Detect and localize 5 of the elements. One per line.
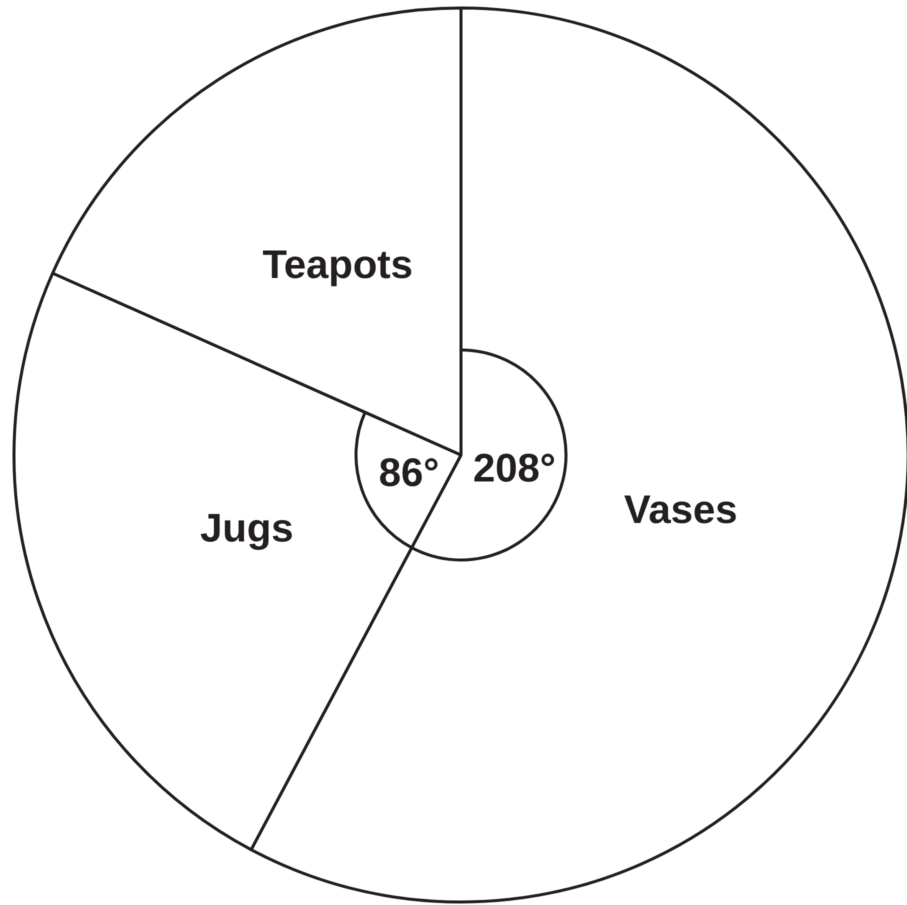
slice-label: Jugs xyxy=(200,506,294,551)
slice-label: Vases xyxy=(624,488,738,532)
data-label: 86° xyxy=(378,450,440,495)
slice-label: Teapots xyxy=(262,243,413,288)
data-label: 208° xyxy=(473,446,556,490)
